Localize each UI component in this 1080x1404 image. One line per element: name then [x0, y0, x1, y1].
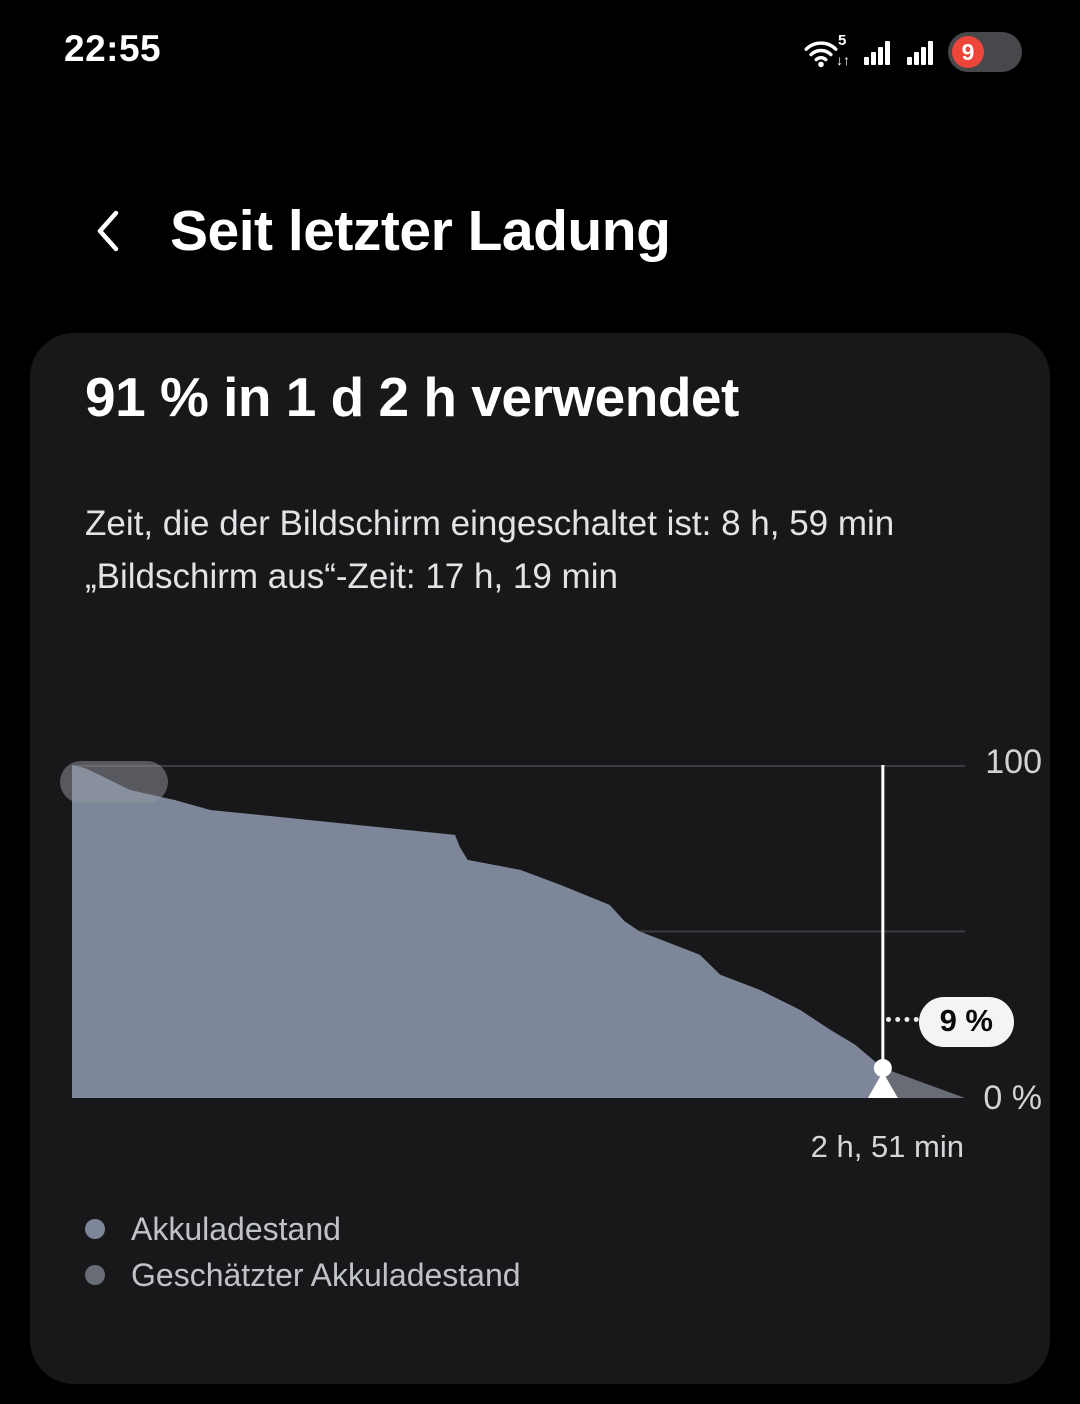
back-button[interactable] [88, 203, 128, 259]
legend-dot [85, 1219, 105, 1239]
signal-icon-sim1 [864, 41, 890, 65]
legend-label: Akkuladestand [131, 1210, 341, 1247]
screen-time-description: Zeit, die der Bildschirm eingeschaltet i… [85, 497, 965, 603]
status-time: 22:55 [64, 28, 162, 69]
header: Seit letzter Ladung [88, 198, 671, 264]
usage-summary-title: 91 % in 1 d 2 h verwendet [85, 366, 739, 428]
legend-item-estimated-level: Geschätzter Akkuladestand [85, 1255, 521, 1295]
battery-icon: 9 [948, 32, 1022, 72]
time-remaining-label: 2 h, 51 min [810, 1129, 964, 1164]
battery-percent-badge: 9 [952, 36, 984, 68]
legend-label: Geschätzter Akkuladestand [131, 1256, 521, 1293]
chart-legend: Akkuladestand Geschätzter Akkuladestand [85, 1209, 521, 1295]
battery-usage-card: 91 % in 1 d 2 h verwendet Zeit, die der … [30, 333, 1050, 1384]
level-callout-line [886, 1017, 928, 1022]
svg-text:↓↑: ↓↑ [836, 52, 849, 68]
current-level-pill: 9 % [918, 997, 1014, 1047]
estimated-area [882, 1068, 965, 1098]
screen-off-time-text: „Bildschirm aus“-Zeit: 17 h, 19 min [85, 557, 618, 596]
marker-triangle [867, 1072, 898, 1098]
y-axis-label-100: 100 [985, 743, 1042, 781]
svg-text:5: 5 [838, 32, 846, 49]
battery-chart[interactable] [72, 765, 965, 1098]
legend-dot [85, 1265, 105, 1285]
chevron-left-icon [97, 210, 119, 252]
legend-item-battery-level: Akkuladestand [85, 1209, 521, 1249]
marker-dot [873, 1059, 892, 1078]
page-title: Seit letzter Ladung [170, 199, 671, 263]
chart-start-bubble [60, 761, 168, 803]
y-axis-label-0: 0 % [983, 1079, 1042, 1117]
status-icons: 5 ↓↑ 9 [801, 28, 1022, 76]
signal-icon-sim2 [907, 41, 933, 65]
battery-area [72, 765, 883, 1098]
battery-chart-svg [72, 765, 965, 1098]
screen-on-time-text: Zeit, die der Bildschirm eingeschaltet i… [85, 504, 895, 543]
wifi-icon: 5 ↓↑ [804, 32, 849, 68]
